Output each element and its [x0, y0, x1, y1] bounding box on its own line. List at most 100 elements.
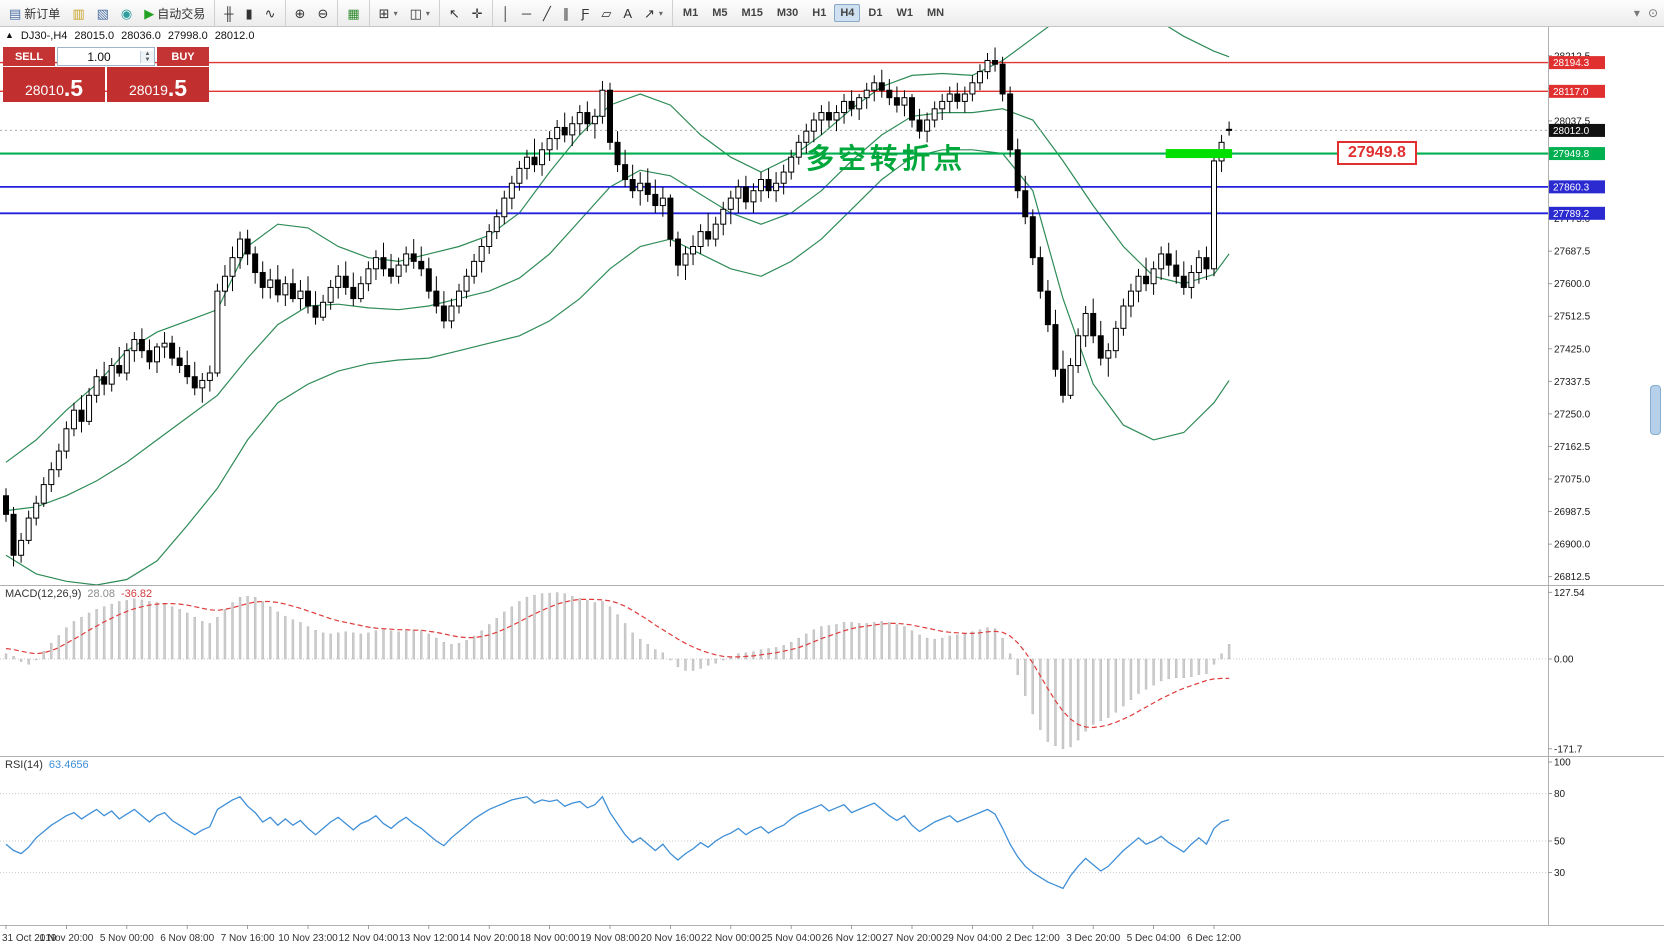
chart-profile-icon[interactable]: ▥ [67, 4, 89, 23]
volume-stepper[interactable]: 1.00 ▲ ▼ [57, 47, 155, 66]
timeframe-h1-label: H1 [812, 7, 827, 19]
timeframe-h4[interactable]: H4 [834, 4, 861, 22]
panel-toggle-icon[interactable]: ▾ [1633, 6, 1640, 20]
x-axis-label: 19 Nov 08:00 [580, 933, 640, 944]
channel-icon[interactable]: ∥ [558, 4, 575, 23]
y-axis-label: 26987.5 [1554, 507, 1591, 518]
volume-down-icon[interactable]: ▼ [141, 56, 154, 63]
rsi-value: 63.4656 [48, 759, 89, 771]
tile-windows-icon: ▦ [347, 5, 360, 21]
volume-value[interactable]: 1.00 [87, 49, 111, 64]
price-tag: 27860.3 [1553, 182, 1590, 193]
timeframe-w1[interactable]: W1 [890, 4, 919, 22]
auto-trading-button[interactable]: ▶ 自动交易 [139, 2, 210, 25]
y-axis-label: 27425.0 [1554, 344, 1591, 355]
buy-price-fraction: .5 [167, 75, 188, 101]
cursor-icon[interactable]: ↖ [444, 4, 465, 23]
macd-axis-labels: 127.54 0.00 -171.7 [1548, 588, 1585, 755]
timeframe-mn[interactable]: MN [921, 4, 950, 22]
auto-trading-button-label: 自动交易 [157, 6, 206, 21]
ohlc-close: 28012.0 [214, 30, 255, 42]
timeframe-h4-label: H4 [840, 7, 855, 19]
market-watch-icon[interactable]: ▧ [92, 4, 114, 23]
x-axis-label: 10 Nov 23:00 [278, 933, 338, 944]
timeframe-d1[interactable]: D1 [862, 4, 888, 22]
y-axis-label: 27687.5 [1554, 247, 1591, 258]
volume-up-icon[interactable]: ▲ [141, 50, 154, 57]
y-axis-label: 27337.5 [1554, 377, 1591, 388]
line-chart-icon[interactable]: ∿ [260, 4, 281, 23]
text-label-icon[interactable]: A [618, 4, 637, 23]
rsi-panel [0, 793, 1548, 890]
new-order-button-label: 新订单 [24, 6, 61, 21]
volume-spin-buttons[interactable]: ▲ ▼ [140, 50, 154, 63]
y-axis-label: 28037.5 [1554, 116, 1591, 127]
ohlc-low: 27998.0 [167, 30, 208, 42]
y-axis-label: 27250.0 [1554, 409, 1591, 420]
sell-price-base: 28010 [24, 82, 64, 98]
x-axis-label: 3 Dec 20:00 [1066, 933, 1120, 944]
price-tag: 28117.0 [1553, 87, 1589, 98]
trendline-icon[interactable]: ╱ [538, 4, 556, 23]
sell-price-fraction: .5 [63, 75, 84, 101]
crosshair-icon: ✛ [471, 5, 483, 21]
x-axis-label: 5 Dec 04:00 [1127, 933, 1181, 944]
new-order-icon: ▤ [9, 5, 22, 21]
macd-value: 28.08 [87, 588, 115, 600]
vertical-line-icon[interactable]: │ [497, 4, 515, 23]
zoom-out-icon[interactable]: ⊖ [312, 4, 333, 23]
ohlc-high: 28036.0 [121, 30, 161, 42]
horizontal-line-icon[interactable]: ─ [517, 4, 536, 23]
price-chart[interactable]: 28212.528125.028037.527950.027862.527775… [0, 27, 1664, 950]
new-chart-icon[interactable]: ⊞ ▾ [374, 4, 403, 23]
crosshair-icon[interactable]: ✛ [467, 4, 488, 23]
community-icon[interactable]: ◉ [116, 4, 137, 23]
toolbar-group: ⊞ ▾ ◫ ▾ [368, 0, 439, 26]
timeframe-m5[interactable]: M5 [706, 4, 733, 22]
chart-templates-icon: ◫ [409, 5, 422, 21]
toolbar-group: ↖ ✛ [438, 0, 492, 26]
trendline-icon: ╱ [543, 5, 551, 21]
fibonacci-icon[interactable]: Ƒ [576, 4, 594, 23]
timeframe-m30[interactable]: M30 [771, 4, 804, 22]
x-axis-label: 6 Nov 08:00 [160, 933, 214, 944]
shapes-icon[interactable]: ▱ [596, 4, 616, 23]
community-icon: ◉ [120, 5, 133, 21]
macd-indicator-label: MACD(12,26,9) 28.08 -36.82 [5, 588, 152, 600]
y-axis-label: 27162.5 [1554, 442, 1591, 453]
timeframe-m1[interactable]: M1 [677, 4, 704, 22]
x-axis-label: 29 Nov 04:00 [943, 933, 1003, 944]
chart-templates-icon[interactable]: ◫ ▾ [405, 4, 435, 23]
chart-window: 28212.528125.028037.527950.027862.527775… [0, 27, 1664, 950]
timeframe-w1-label: W1 [896, 7, 913, 19]
timeframe-m5-label: M5 [712, 7, 728, 19]
bar-chart-icon[interactable]: ╫ [219, 4, 238, 23]
macd-signal-line [5, 598, 1230, 729]
buy-price-button[interactable]: 28019.5 [107, 67, 209, 102]
zoom-in-icon[interactable]: ⊕ [290, 4, 311, 23]
x-axis-label: 20 Nov 16:00 [641, 933, 701, 944]
ohlc-open: 28015.0 [74, 30, 115, 42]
line-chart-icon: ∿ [264, 5, 276, 21]
toolbar-group: ╫ ▮ ∿ [214, 0, 284, 26]
sell-price-button[interactable]: 28010.5 [3, 67, 105, 102]
rsi-indicator-label: RSI(14) 63.4656 [5, 759, 89, 771]
x-axis-label: 6 Dec 12:00 [1187, 933, 1241, 944]
rsi-scale-label: 100 [1554, 758, 1571, 769]
magnifier-icon[interactable]: ⊙ [1647, 6, 1658, 20]
timeframe-h1[interactable]: H1 [806, 4, 832, 22]
chart-profile-icon: ▥ [72, 5, 85, 21]
market-watch-icon: ▧ [96, 5, 109, 21]
buy-button[interactable]: BUY [157, 47, 209, 66]
tile-windows-icon[interactable]: ▦ [342, 4, 364, 23]
timeframe-m15[interactable]: M15 [735, 4, 768, 22]
x-axis-label: 26 Nov 12:00 [822, 933, 882, 944]
scrollbar-thumb[interactable] [1650, 385, 1661, 435]
new-order-button[interactable]: ▤ 新订单 [4, 2, 65, 25]
x-axis-label: 25 Nov 04:00 [761, 933, 821, 944]
arrows-icon[interactable]: ↗ ▾ [639, 4, 668, 23]
sell-button[interactable]: SELL [3, 47, 55, 66]
candlestick-chart-icon[interactable]: ▮ [240, 4, 257, 23]
y-axis-label: 26900.0 [1554, 540, 1591, 551]
